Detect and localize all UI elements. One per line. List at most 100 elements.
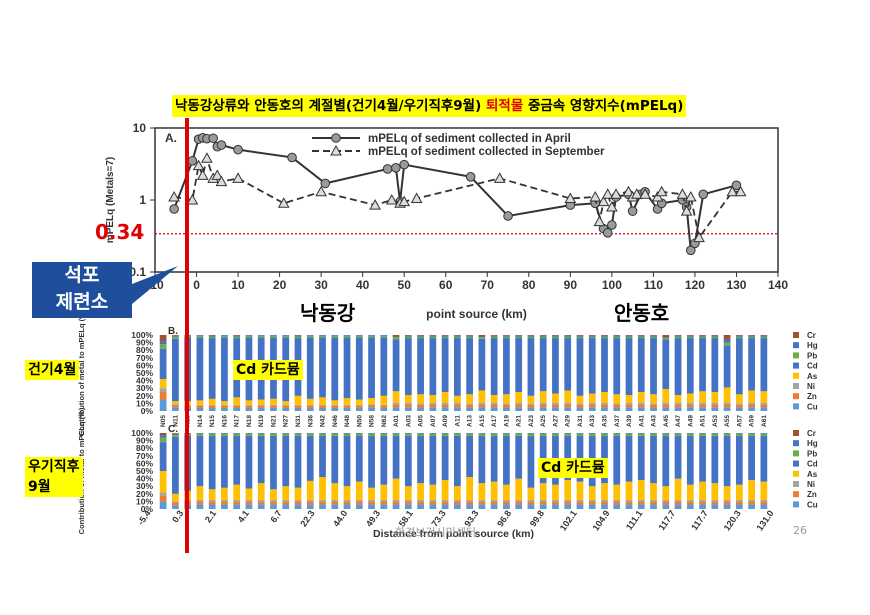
bar-cr-segment xyxy=(159,433,167,436)
panel-letter: C. xyxy=(168,424,178,435)
bar-cu-segment xyxy=(380,504,388,509)
x-tick-label: 96.8 xyxy=(495,508,513,528)
bar-hg-segment xyxy=(527,335,535,337)
september-point xyxy=(201,152,213,163)
category-label: N36 xyxy=(307,415,314,427)
bar-as-segment xyxy=(699,481,706,500)
september-point xyxy=(610,188,622,199)
bar-pb-segment xyxy=(760,336,768,339)
bar-pb-segment xyxy=(172,434,179,437)
bar-cd-segment xyxy=(380,436,388,485)
bar-cd-segment xyxy=(331,436,339,484)
bar-zn-segment xyxy=(294,501,302,505)
bar-as-segment xyxy=(355,481,363,500)
bar-ni-segment xyxy=(564,499,572,502)
category-label: A01 xyxy=(393,415,400,427)
bar-ni-segment xyxy=(282,499,290,502)
bar-as-segment xyxy=(282,486,290,500)
bar-hg-segment xyxy=(294,433,302,434)
x-tick-label: 2.1 xyxy=(203,508,218,524)
bar-ni-segment xyxy=(552,499,559,502)
x-tick-label: 120.3 xyxy=(722,508,743,532)
legend-swatch-hg xyxy=(793,342,799,349)
april-point xyxy=(382,164,393,174)
bar-cu-segment xyxy=(588,504,596,509)
bar-as-segment xyxy=(588,393,596,403)
bar-as-segment xyxy=(601,483,608,500)
bar-cu-segment xyxy=(637,407,645,411)
bar-pb-segment xyxy=(711,336,719,339)
bar-cd-segment xyxy=(490,436,498,482)
bar-as-segment xyxy=(613,394,621,404)
bar-pb-segment xyxy=(441,433,449,437)
bar-pb-segment xyxy=(699,433,706,437)
bar-as-segment xyxy=(503,394,510,404)
bar-cd-segment xyxy=(686,436,694,485)
category-label: A31 xyxy=(577,415,584,427)
bar-pb-segment xyxy=(539,433,547,437)
bar-zn-segment xyxy=(503,501,510,505)
bar-zn-segment xyxy=(686,404,694,408)
bar-zn-segment xyxy=(466,501,474,505)
bar-pb-segment xyxy=(576,336,584,339)
bar-pb-segment xyxy=(196,433,204,437)
y-tick-label: 50% xyxy=(136,466,153,476)
bar-cr-segment xyxy=(515,335,523,336)
bar-ni-segment xyxy=(417,403,424,405)
bar-pb-segment xyxy=(245,433,253,437)
bar-cr-segment xyxy=(233,335,241,336)
bar-cd-segment xyxy=(662,436,670,487)
bar-zn-segment xyxy=(601,501,608,505)
bar-ni-segment xyxy=(539,499,547,502)
bar-cu-segment xyxy=(282,407,290,411)
bar-zn-segment xyxy=(699,404,706,408)
bar-as-segment xyxy=(429,395,437,403)
bar-cd-segment xyxy=(515,436,523,479)
bar-hg-segment xyxy=(196,433,204,434)
bar-cu-segment xyxy=(564,504,572,509)
bar-pb-segment xyxy=(417,336,424,339)
bar-ni-segment xyxy=(576,499,584,502)
bar-as-segment xyxy=(650,483,657,500)
bar-hg-segment xyxy=(662,433,670,434)
category-label: N27 xyxy=(283,415,290,427)
bar-cu-segment xyxy=(686,504,694,509)
bar-hg-segment xyxy=(208,433,216,434)
bar-cd-segment xyxy=(650,436,657,484)
bar-pb-segment xyxy=(453,336,461,339)
april-point xyxy=(685,245,696,256)
bar-hg-segment xyxy=(564,433,572,434)
category-label: N17 xyxy=(234,415,241,427)
bar-as-segment xyxy=(539,391,547,403)
bar-zn-segment xyxy=(453,501,461,505)
bar-cd-segment xyxy=(221,337,228,402)
x-tick-label: 60 xyxy=(439,278,453,292)
bar-pb-segment xyxy=(503,433,510,437)
bar-pb-segment xyxy=(159,437,167,443)
bar-cd-segment xyxy=(282,436,290,487)
bar-ni-segment xyxy=(270,404,277,406)
category-label: N18 xyxy=(246,415,253,427)
bar-cd-segment xyxy=(343,436,351,487)
bar-cu-segment xyxy=(270,407,277,411)
bar-hg-segment xyxy=(613,335,621,337)
legend-entry: Cd xyxy=(807,362,818,371)
april-point xyxy=(216,140,227,150)
legend-swatch-cd xyxy=(793,460,799,467)
bar-zn-segment xyxy=(478,404,486,408)
bar-cd-segment xyxy=(650,338,657,395)
bar-as-segment xyxy=(760,481,768,500)
bar-pb-segment xyxy=(208,336,216,339)
bar-cd-segment xyxy=(711,338,719,392)
x-tick-label: 80 xyxy=(522,278,536,292)
legend-swatch-cr xyxy=(793,430,799,436)
bar-ni-segment xyxy=(245,499,253,502)
bar-hg-segment xyxy=(392,336,400,338)
bar-pb-segment xyxy=(527,433,535,437)
bar-ni-segment xyxy=(355,499,363,502)
bar-hg-segment xyxy=(478,433,486,434)
category-label: A23 xyxy=(528,415,535,427)
legend-entry: Hg xyxy=(807,439,818,448)
bar-pb-segment xyxy=(662,338,670,340)
bar-as-segment xyxy=(233,397,241,405)
